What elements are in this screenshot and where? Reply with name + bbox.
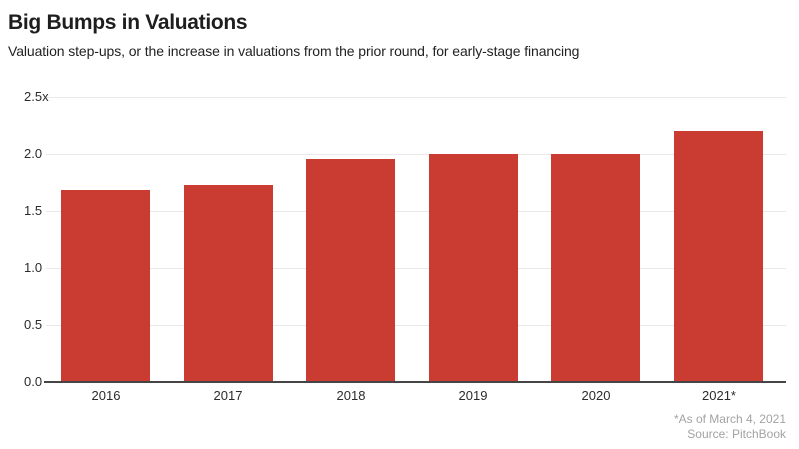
x-axis-tick-label: 2016 [91, 388, 121, 403]
x-axis-tick-label: 2017 [213, 388, 243, 403]
bar-2020 [551, 154, 640, 381]
y-axis-tick-label: 2.5x [24, 89, 49, 104]
bar-2021* [674, 131, 763, 381]
x-axis-tick-label: 2021* [702, 388, 736, 403]
y-axis-tick-label: 1.0 [24, 260, 43, 275]
bar-2019 [429, 154, 518, 381]
x-axis-tick-label: 2020 [581, 388, 611, 403]
gridline [46, 154, 786, 155]
chart-subtitle: Valuation step-ups, or the increase in v… [8, 43, 580, 59]
bar-2017 [184, 185, 273, 381]
x-axis-tick-label: 2018 [336, 388, 366, 403]
gridline [46, 97, 786, 98]
gridline [46, 268, 786, 269]
bar-2016 [61, 190, 150, 381]
y-axis-tick-label: 1.5 [24, 203, 43, 218]
chart-title: Big Bumps in Valuations [8, 11, 248, 34]
y-axis-tick-label: 0.5 [24, 317, 43, 332]
source-credit: Source: PitchBook [687, 427, 786, 441]
y-axis-tick-label: 2.0 [24, 146, 43, 161]
gridline [46, 211, 786, 212]
gridline [46, 325, 786, 326]
footnote: *As of March 4, 2021 [673, 412, 786, 426]
footnote-block: *As of March 4, 2021 Source: PitchBook [674, 412, 786, 442]
y-axis-tick-label: 0.0 [24, 374, 43, 389]
x-axis-baseline [44, 381, 786, 383]
bar-2018 [306, 159, 395, 381]
x-axis-tick-label: 2019 [458, 388, 488, 403]
